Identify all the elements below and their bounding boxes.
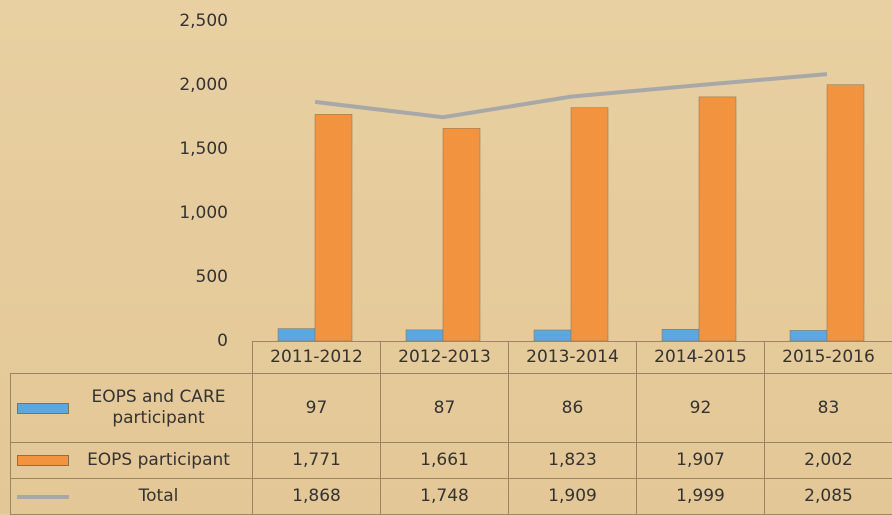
legend-label: Total — [138, 486, 179, 506]
bar — [826, 84, 865, 342]
table-value: 97 — [252, 373, 381, 443]
x-tick-label: 2013-2014 — [508, 341, 637, 374]
legend-label: EOPS participant — [87, 450, 230, 470]
legend-cell: Total — [10, 478, 253, 515]
bar — [570, 107, 609, 342]
legend-cell: EOPS participant — [10, 442, 253, 479]
legend-key — [17, 402, 69, 414]
y-tick-label: 2,000 — [179, 75, 228, 95]
x-tick-label: 2012-2013 — [380, 341, 509, 374]
x-tick-label: 2014-2015 — [636, 341, 765, 374]
legend-key — [17, 455, 69, 466]
table-value: 1,823 — [508, 442, 637, 479]
table-value: 87 — [380, 373, 509, 443]
bar — [442, 128, 481, 342]
bar — [405, 329, 444, 342]
bar — [698, 96, 737, 342]
table-value: 1,999 — [636, 478, 765, 515]
table-value: 1,771 — [252, 442, 381, 479]
y-tick-label: 500 — [196, 267, 228, 287]
table-value: 92 — [636, 373, 765, 443]
bar — [277, 328, 316, 342]
legend-cell: EOPS and CARE participant — [10, 373, 253, 443]
table-value: 1,907 — [636, 442, 765, 479]
y-tick-label: 0 — [217, 331, 228, 351]
bar — [533, 329, 572, 342]
y-tick-label: 1,500 — [179, 139, 228, 159]
legend-key — [17, 494, 69, 499]
x-tick-label: 2015-2016 — [764, 341, 892, 374]
table-value: 1,868 — [252, 478, 381, 515]
table-value: 1,661 — [380, 442, 509, 479]
bar — [661, 328, 700, 342]
table-value: 2,002 — [764, 442, 892, 479]
x-tick-label: 2011-2012 — [252, 341, 381, 374]
table-value: 86 — [508, 373, 637, 443]
line-series — [314, 72, 828, 120]
legend-label: EOPS and CARE participant — [91, 387, 226, 428]
y-tick-label: 1,000 — [179, 203, 228, 223]
bar — [314, 114, 353, 342]
bar — [789, 330, 828, 342]
table-value: 1,748 — [380, 478, 509, 515]
table-value: 83 — [764, 373, 892, 443]
table-value: 1,909 — [508, 478, 637, 515]
y-tick-label: 2,500 — [179, 11, 228, 31]
table-value: 2,085 — [764, 478, 892, 515]
